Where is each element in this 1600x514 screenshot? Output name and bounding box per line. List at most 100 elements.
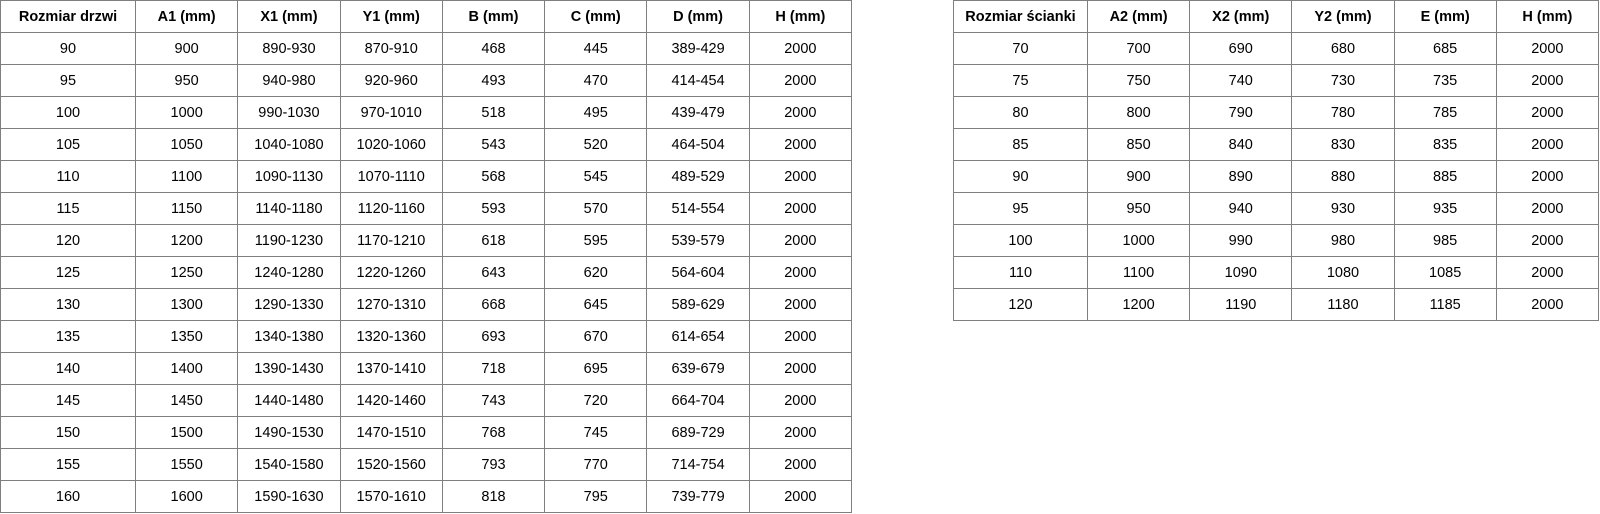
table-cell: 464-504 (646, 128, 750, 161)
table-cell: 940 (1189, 192, 1293, 225)
table-cell: 620 (544, 256, 648, 289)
table-cell: 445 (544, 32, 648, 65)
table-cell: 680 (1291, 32, 1395, 65)
table-cell: 730 (1291, 64, 1395, 97)
table-cell: 1470-1510 (339, 416, 443, 449)
table-cell: 1150 (134, 192, 239, 225)
table-cell: 739-779 (646, 480, 750, 513)
table-cell: 110 (953, 256, 1088, 289)
table-cell: 1250 (134, 256, 239, 289)
table-cell: 950 (134, 64, 239, 97)
table-cell: 1050 (134, 128, 239, 161)
table-cell: 668 (441, 288, 546, 321)
table-row: 155 1550 1540-1580 1520-1560 793 770 714-754 20… (0, 448, 853, 481)
table-row: 130 1300 1290-1330 1270-1310 668 645 589-629 20… (0, 288, 853, 321)
table-row: 160 1600 1590-1630 1570-1610 818 795 739-779 20… (0, 480, 853, 513)
table-cell: 1570-1610 (339, 480, 443, 513)
table-cell: 830 (1291, 128, 1395, 161)
table-cell: 493 (441, 64, 546, 97)
table-cell: 1220-1260 (339, 256, 443, 289)
table-cell: 564-604 (646, 256, 750, 289)
table-row: 110 1100 1090-1130 1070-1110 568 545 489-529 20… (0, 160, 853, 193)
table-cell: 100 (0, 96, 136, 129)
table-cell: 735 (1393, 64, 1497, 97)
table-cell: 1000 (1086, 224, 1191, 257)
table-cell: 2000 (1495, 224, 1600, 257)
table-cell: 130 (0, 288, 136, 321)
table-cell: 1550 (134, 448, 239, 481)
table-row: 110 1100 1090 1080 1085 2000 (953, 256, 1600, 289)
table-row: 150 1500 1490-1530 1470-1510 768 745 689-729 20… (0, 416, 853, 449)
column-header: H (mm) (748, 0, 853, 33)
table-cell: 2000 (748, 384, 853, 417)
table-cell: 545 (544, 160, 648, 193)
table-cell: 1200 (1086, 288, 1191, 321)
table-cell: 414-454 (646, 64, 750, 97)
table-row: 95 950 940-980 920-960 493 470 414-454 2000 (0, 64, 853, 97)
table-cell: 1350 (134, 320, 239, 353)
table-cell: 2000 (1495, 64, 1600, 97)
table-cell: 2000 (1495, 128, 1600, 161)
table-cell: 670 (544, 320, 648, 353)
column-header: X1 (mm) (237, 0, 341, 33)
table-cell: 90 (953, 160, 1088, 193)
table-cell: 439-479 (646, 96, 750, 129)
table-cell: 1040-1080 (237, 128, 341, 161)
column-header: C (mm) (544, 0, 648, 33)
table-cell: 785 (1393, 96, 1497, 129)
table-cell: 1090-1130 (237, 160, 341, 193)
table-row: 85 850 840 830 835 2000 (953, 128, 1600, 161)
table-cell: 693 (441, 320, 546, 353)
table-cell: 2000 (748, 160, 853, 193)
table-cell: 2000 (748, 480, 853, 513)
table-cell: 935 (1393, 192, 1497, 225)
table-cell: 1420-1460 (339, 384, 443, 417)
table-cell: 790 (1189, 96, 1293, 129)
table-row: 120 1200 1190-1230 1170-1210 618 595 539-579 20… (0, 224, 853, 257)
table-cell: 2000 (748, 192, 853, 225)
column-header: Y1 (mm) (339, 0, 443, 33)
table-cell: 793 (441, 448, 546, 481)
table-row: 90 900 890 880 885 2000 (953, 160, 1600, 193)
table-cell: 595 (544, 224, 648, 257)
door-size-table: Rozmiar drzwi A1 (mm) X1 (mm) Y1 (mm) B (mm)… (0, 0, 853, 513)
table-cell: 1450 (134, 384, 239, 417)
table-cell: 539-579 (646, 224, 750, 257)
header-row: Rozmiar drzwi A1 (mm) X1 (mm) Y1 (mm) B (mm)… (0, 0, 853, 33)
table-cell: 980 (1291, 224, 1395, 257)
table-cell: 2000 (1495, 160, 1600, 193)
table-cell: 930 (1291, 192, 1395, 225)
table-cell: 1170-1210 (339, 224, 443, 257)
table-cell: 70 (953, 32, 1088, 65)
table-cell: 568 (441, 160, 546, 193)
table-cell: 1180 (1291, 288, 1395, 321)
table-cell: 2000 (748, 64, 853, 97)
table-cell: 1320-1360 (339, 320, 443, 353)
table-cell: 100 (953, 224, 1088, 257)
table-cell: 105 (0, 128, 136, 161)
table-cell: 85 (953, 128, 1088, 161)
table-cell: 1100 (134, 160, 239, 193)
table-row: 95 950 940 930 935 2000 (953, 192, 1600, 225)
table-cell: 695 (544, 352, 648, 385)
table-cell: 714-754 (646, 448, 750, 481)
table-row: 70 700 690 680 685 2000 (953, 32, 1600, 65)
table-cell: 1020-1060 (339, 128, 443, 161)
table-row: 115 1150 1140-1180 1120-1160 593 570 514-554 20… (0, 192, 853, 225)
table-cell: 1070-1110 (339, 160, 443, 193)
table-cell: 645 (544, 288, 648, 321)
table-cell: 115 (0, 192, 136, 225)
table-cell: 885 (1393, 160, 1497, 193)
table-cell: 90 (0, 32, 136, 65)
table-cell: 1290-1330 (237, 288, 341, 321)
table-cell: 95 (953, 192, 1088, 225)
table-cell: 389-429 (646, 32, 750, 65)
table-cell: 2000 (748, 32, 853, 65)
table-cell: 120 (953, 288, 1088, 321)
table-row: 105 1050 1040-1080 1020-1060 543 520 464-504 20… (0, 128, 853, 161)
table-cell: 2000 (1495, 96, 1600, 129)
table-cell: 690 (1189, 32, 1293, 65)
table-row: 100 1000 990-1030 970-1010 518 495 439-479 2000 (0, 96, 853, 129)
table-cell: 80 (953, 96, 1088, 129)
table-cell: 495 (544, 96, 648, 129)
